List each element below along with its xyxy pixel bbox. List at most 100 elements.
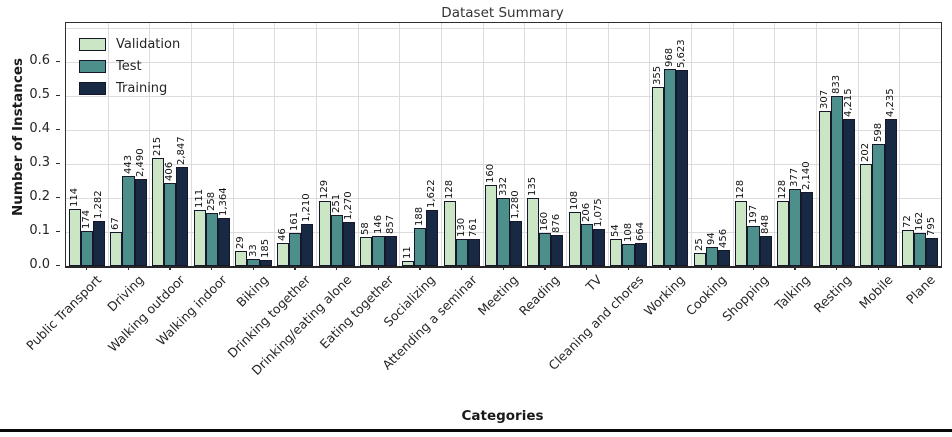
x-tick-mark (419, 266, 421, 270)
bar-value-label: 160 (485, 164, 497, 184)
bar-training (676, 70, 689, 266)
bar-value-label: 795 (926, 217, 938, 237)
x-tick-mark (377, 266, 379, 270)
v-gridline (607, 23, 609, 266)
bar-value-label: 598 (872, 123, 884, 143)
x-tick-mark (502, 266, 504, 270)
bar-test (372, 236, 385, 266)
bar-value-label: 833 (830, 75, 842, 95)
bar-test (622, 243, 635, 266)
bar-value-label: 355 (651, 65, 663, 85)
bar-validation (235, 251, 248, 266)
bar-value-label: 128 (735, 180, 747, 200)
x-axis-ticks: Public Transport Driving Walking outdoor Wa… (23, 272, 938, 378)
bar-value-label: 33 (247, 244, 259, 258)
v-gridline (691, 23, 692, 266)
bar-validation (68, 208, 81, 266)
bar-value-label: 111 (193, 188, 205, 208)
bar-training (301, 223, 314, 266)
bar-value-label: 72 (901, 214, 913, 228)
bar-validation (776, 201, 790, 266)
bar-value-label: 857 (384, 214, 396, 235)
bar-validation (443, 201, 456, 266)
bar-value-label: 58 (360, 222, 372, 235)
bar-value-label: 2,490 (134, 148, 146, 178)
bar-value-label: 130 (455, 218, 467, 238)
y-tick-label: 0.1 (29, 223, 50, 238)
bar-validation (901, 229, 915, 266)
bar-training (926, 238, 939, 266)
bar-test (539, 233, 552, 266)
v-gridline (816, 23, 817, 266)
bar-training (759, 236, 772, 266)
x-tick-mark (169, 266, 171, 270)
v-gridline (191, 23, 192, 266)
legend-swatch (79, 59, 106, 73)
v-gridline (774, 23, 776, 266)
bar-test (747, 225, 760, 266)
bar-test (789, 189, 802, 266)
bar-validation (360, 236, 373, 266)
bar-value-label: 215 (151, 136, 163, 156)
bar-value-label: 161 (289, 212, 301, 232)
legend-swatch (79, 81, 106, 95)
y-tick-mark (56, 231, 60, 233)
x-axis-label: Categories (461, 408, 544, 424)
x-tick-mark (794, 266, 796, 270)
bar-training (634, 242, 647, 266)
bar-training (842, 119, 856, 266)
x-axis-tickmarks (65, 265, 940, 271)
bar-test (705, 246, 718, 266)
bar-test (914, 233, 927, 266)
bar-test (497, 198, 510, 266)
x-tick-mark (710, 266, 713, 270)
v-gridline (566, 23, 567, 266)
y-tick-label: 0.3 (29, 155, 50, 171)
bar-value-label: 54 (610, 224, 622, 237)
bar-training (134, 179, 147, 266)
v-gridline (857, 23, 859, 266)
bar-validation (818, 111, 831, 266)
bar-validation (735, 201, 748, 266)
bar-value-label: 128 (776, 180, 788, 200)
y-tick-mark (56, 61, 60, 63)
bar-value-label: 377 (789, 168, 801, 188)
bar-training (717, 250, 731, 266)
bar-training (426, 209, 439, 266)
v-gridline (649, 23, 651, 266)
bar-value-label: 456 (718, 228, 730, 249)
bar-test (289, 233, 302, 266)
bar-value-label: 443 (122, 154, 134, 174)
bar-training (884, 118, 897, 266)
bar-validation (860, 164, 873, 266)
bar-validation (276, 242, 290, 266)
legend-entry: Training (79, 77, 180, 99)
bar-value-label: 307 (818, 90, 830, 110)
bar-test (414, 227, 427, 266)
bar-value-label: 848 (759, 215, 771, 235)
bar-test (580, 224, 593, 266)
bar-value-label: 1,364 (218, 187, 230, 217)
x-tick-mark (585, 266, 588, 270)
bar-value-label: 1,280 (509, 190, 521, 220)
x-tick-mark (294, 266, 296, 270)
bar-value-label: 46 (276, 228, 288, 241)
bar-validation (151, 157, 165, 266)
bar-test (247, 259, 260, 266)
bar-value-label: 114 (68, 187, 80, 207)
y-tick-label: 0.2 (29, 189, 50, 205)
chart-title: Dataset Summary (441, 5, 564, 21)
bar-validation (568, 211, 581, 266)
bar-value-label: 876 (551, 214, 563, 234)
x-tick-mark (669, 266, 671, 270)
bar-value-label: 202 (860, 142, 872, 163)
bar-value-label: 185 (259, 238, 271, 258)
legend-label: Training (116, 80, 168, 96)
bar-value-label: 5,623 (676, 39, 688, 69)
bar-value-label: 160 (539, 212, 551, 232)
y-tick-label: 0.4 (29, 121, 50, 137)
bar-value-label: 664 (634, 221, 646, 241)
v-gridline (357, 23, 359, 266)
bar-training (176, 166, 189, 266)
